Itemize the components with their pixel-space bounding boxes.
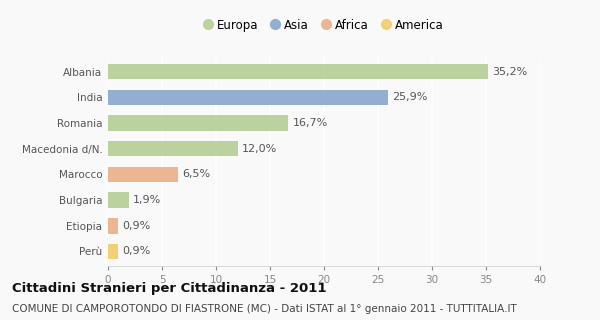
- Text: 25,9%: 25,9%: [392, 92, 427, 102]
- Bar: [108, 244, 118, 259]
- Text: Cittadini Stranieri per Cittadinanza - 2011: Cittadini Stranieri per Cittadinanza - 2…: [12, 282, 326, 295]
- Text: 0,9%: 0,9%: [122, 221, 150, 231]
- Text: 6,5%: 6,5%: [182, 169, 211, 180]
- Bar: [108, 192, 128, 208]
- Text: 16,7%: 16,7%: [293, 118, 328, 128]
- Text: 1,9%: 1,9%: [133, 195, 161, 205]
- Text: 35,2%: 35,2%: [493, 67, 528, 77]
- Legend: Europa, Asia, Africa, America: Europa, Asia, Africa, America: [201, 15, 447, 35]
- Bar: [108, 141, 238, 156]
- Text: 0,9%: 0,9%: [122, 246, 150, 256]
- Bar: [108, 64, 488, 79]
- Bar: [108, 167, 178, 182]
- Text: 12,0%: 12,0%: [242, 144, 277, 154]
- Text: COMUNE DI CAMPOROTONDO DI FIASTRONE (MC) - Dati ISTAT al 1° gennaio 2011 - TUTTI: COMUNE DI CAMPOROTONDO DI FIASTRONE (MC)…: [12, 304, 517, 314]
- Bar: [108, 116, 289, 131]
- Bar: [108, 90, 388, 105]
- Bar: [108, 218, 118, 234]
